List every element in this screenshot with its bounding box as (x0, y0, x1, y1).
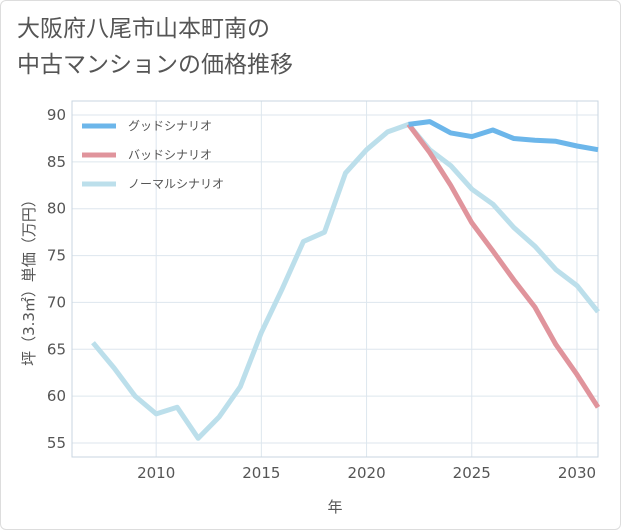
x-tick-label: 2020 (347, 464, 385, 482)
x-tick-label: 2015 (242, 464, 280, 482)
chart-title: 大阪府八尾市山本町南の 中古マンションの価格推移 (17, 11, 293, 83)
series-line-2 (406, 122, 601, 409)
legend-label: バッドシナリオ (128, 148, 212, 162)
series-line-3 (91, 121, 600, 441)
series-line-1 (408, 119, 599, 153)
x-tick-labels: 2010 2015 2020 2025 2030 (137, 464, 596, 482)
x-tick-label: 2030 (558, 464, 596, 482)
x-tick-label: 2010 (137, 464, 175, 482)
plot-area-border (71, 100, 599, 458)
chart-title-line-2: 中古マンションの価格推移 (17, 52, 293, 78)
y-tick-label: 70 (47, 293, 66, 311)
y-tick-label: 65 (47, 340, 66, 358)
y-tick-label: 80 (47, 200, 66, 218)
y-tick-label: 90 (47, 106, 66, 124)
grid-lines (72, 101, 598, 457)
y-tick-labels: 55 60 65 70 75 80 85 90 (47, 106, 66, 452)
x-axis-label: 年 (327, 498, 342, 516)
y-axis-label: 坪（3.3㎡）単価（万円） (20, 192, 38, 366)
x-tick-label: 2025 (453, 464, 491, 482)
y-tick-label: 60 (47, 387, 66, 405)
chart-title-line-1: 大阪府八尾市山本町南の (17, 16, 270, 42)
series-lines (91, 119, 601, 441)
y-tick-label: 85 (47, 153, 66, 171)
legend-label: グッドシナリオ (128, 119, 212, 133)
legend-label: ノーマルシナリオ (128, 177, 224, 191)
y-tick-label: 75 (47, 247, 66, 265)
y-tick-label: 55 (47, 434, 66, 452)
